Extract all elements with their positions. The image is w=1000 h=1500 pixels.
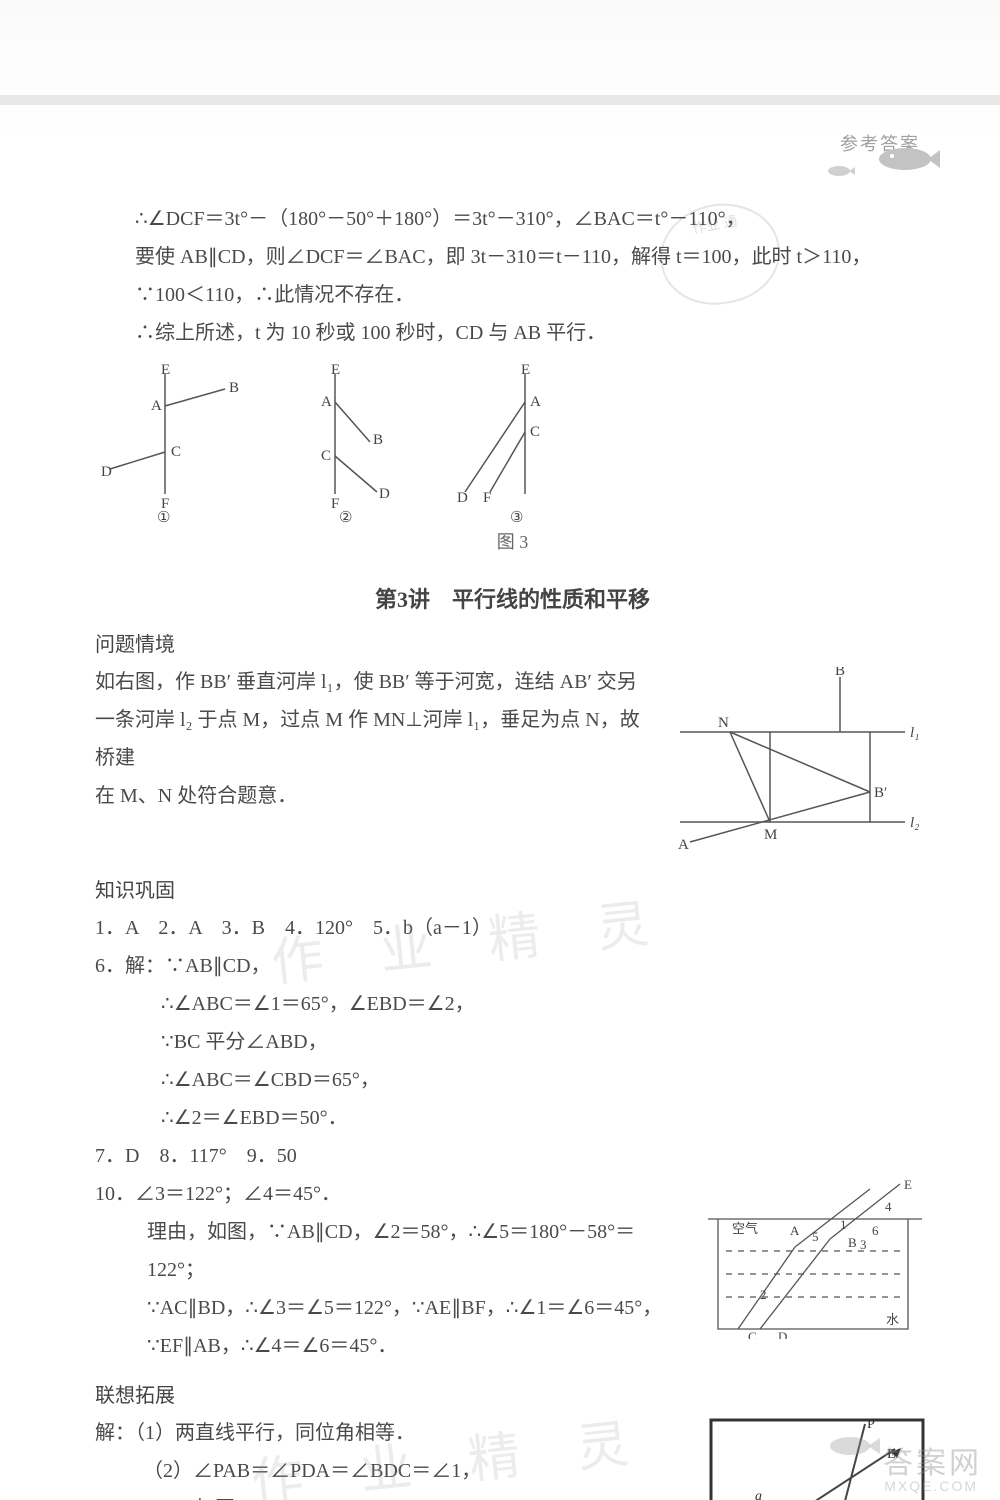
svg-text:C: C [171, 444, 181, 460]
fish-icon [870, 142, 940, 176]
answers-row: 1．A 2．A 3．B 4．120° 5．b（a－1） [95, 909, 930, 947]
refraction-figure: E A B C D 空气 水 1 2 3 4 5 6 [700, 1179, 930, 1339]
svg-text:l₁: l₁ [910, 725, 919, 741]
svg-text:③: ③ [510, 510, 523, 524]
fish-icon-footer [824, 1432, 880, 1460]
subsection-heading: 问题情境 [95, 628, 930, 657]
section-heading: 第3讲 平行线的性质和平移 [95, 582, 930, 614]
svg-text:C: C [530, 424, 540, 440]
three-line-diagrams: E A B C D F ① E A B C D F ② [95, 364, 615, 524]
corner-url: MXQE.COM [884, 1478, 978, 1494]
q6-line: ∴∠ABC＝∠1＝65°，∠EBD＝∠2， [95, 985, 930, 1023]
river-figure: B N B′ M A l₁ l₂ [670, 667, 930, 852]
svg-text:B′: B′ [874, 785, 887, 801]
figure-group-3: E A B C D F ① E A B C D F ② [95, 364, 930, 554]
header-gradient [0, 0, 1000, 140]
svg-text:P: P [867, 1417, 875, 1432]
corner-watermark: 答案网 [883, 1438, 982, 1482]
svg-text:1: 1 [840, 1217, 847, 1232]
svg-text:C: C [321, 448, 331, 464]
svg-text:C: C [748, 1329, 757, 1339]
svg-text:D: D [457, 490, 468, 506]
q6-line: ∵BC 平分∠ABD， [95, 1023, 930, 1061]
svg-text:空气: 空气 [732, 1221, 758, 1236]
text-line: ∴∠DCF＝3t°－（180°－50°＋180°）＝3t°－310°，∠BAC＝… [95, 200, 930, 238]
text-line: ∵100＜110，∴此情况不存在． [95, 276, 930, 314]
svg-text:N: N [718, 715, 729, 731]
svg-text:2: 2 [760, 1287, 767, 1302]
figure-caption: 图 3 [95, 528, 930, 554]
svg-text:A: A [151, 398, 162, 414]
svg-text:A: A [530, 394, 541, 410]
svg-text:D: D [379, 486, 390, 502]
svg-text:3: 3 [860, 1237, 867, 1252]
q6-head: 6．解：∵AB∥CD， [95, 947, 930, 985]
q6-line: ∴∠ABC＝∠CBD＝65°， [95, 1061, 930, 1099]
svg-text:B: B [848, 1235, 857, 1250]
svg-text:5: 5 [812, 1229, 819, 1244]
svg-text:E: E [521, 364, 530, 378]
svg-text:F: F [483, 490, 491, 506]
q6-line: ∴∠2＝∠EBD＝50°． [95, 1099, 930, 1137]
svg-text:①: ① [157, 510, 170, 524]
svg-text:D: D [101, 464, 112, 480]
svg-text:B: B [373, 432, 383, 448]
svg-text:E: E [331, 364, 340, 378]
fish-icon-small [825, 163, 855, 179]
svg-text:E: E [904, 1179, 912, 1192]
svg-text:M: M [764, 827, 777, 843]
svg-text:A: A [321, 394, 332, 410]
text-line: 要使 AB∥CD，则∠DCF＝∠BAC，即 3t－310＝t－110，解得 t＝… [95, 238, 930, 276]
subsection-heading: 知识巩固 [95, 874, 930, 903]
svg-text:②: ② [339, 510, 352, 524]
svg-text:D: D [778, 1329, 787, 1339]
svg-text:B: B [835, 667, 845, 679]
svg-text:B: B [229, 380, 239, 396]
content-area: ∴∠DCF＝3t°－（180°－50°＋180°）＝3t°－310°，∠BAC＝… [95, 200, 930, 1500]
svg-text:4: 4 [885, 1199, 892, 1214]
header-divider [0, 95, 1000, 105]
subsection-heading: 联想拓展 [95, 1379, 930, 1408]
svg-text:A: A [790, 1223, 800, 1238]
svg-text:a: a [755, 1489, 762, 1500]
svg-text:l₂: l₂ [910, 815, 919, 831]
svg-text:水: 水 [886, 1312, 899, 1327]
svg-text:6: 6 [872, 1223, 879, 1238]
answers-row: 7．D 8．117° 9．50 [95, 1137, 930, 1175]
text-line: ∴综上所述，t 为 10 秒或 100 秒时，CD 与 AB 平行． [95, 314, 930, 352]
svg-text:E: E [161, 364, 170, 378]
svg-text:A: A [678, 837, 689, 852]
